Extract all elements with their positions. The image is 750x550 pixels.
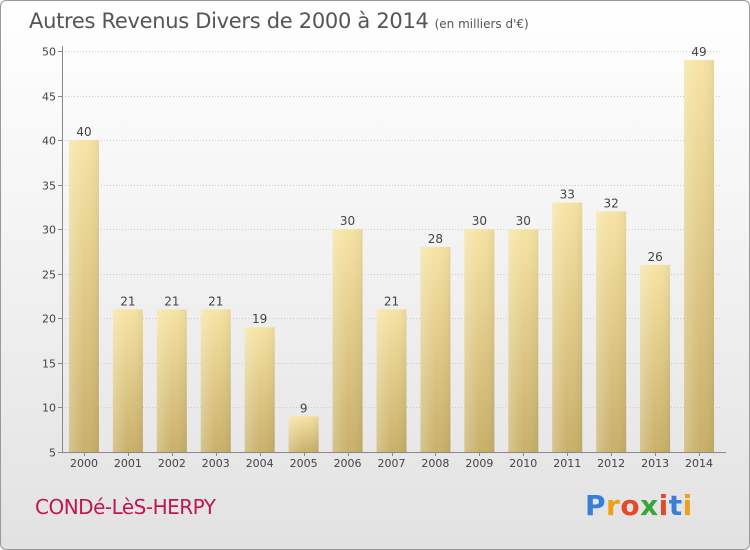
axis-layer: 5 10 15 20 25 30 35 40 45 50 xyxy=(42,46,726,460)
bar-shade xyxy=(508,229,539,452)
y-tick-label: 20 xyxy=(42,313,56,326)
chart-title: Autres Revenus Divers de 2000 à 2014 (en … xyxy=(29,9,529,33)
x-tick-label: 2002 xyxy=(158,457,186,470)
data-label: 30 xyxy=(472,214,487,228)
bar-shade xyxy=(332,229,363,452)
bar-shade xyxy=(420,247,451,452)
x-tick-label: 2004 xyxy=(246,457,274,470)
y-tick-label: 50 xyxy=(42,46,56,59)
logo-letter: x xyxy=(640,489,659,522)
data-label: 19 xyxy=(252,312,267,326)
bar-shade xyxy=(156,309,187,452)
data-label: 26 xyxy=(647,250,662,264)
x-tick-label: 2003 xyxy=(202,457,230,470)
bar-shade xyxy=(640,264,671,452)
y-tick-label: 30 xyxy=(42,224,56,237)
logo-letter: i xyxy=(682,489,693,522)
x-tick-label: 2012 xyxy=(597,457,625,470)
logo-letter: P xyxy=(585,489,607,522)
labels-layer: 2000 40 2001 21 2002 21 2003 21 2004 19 2005 9 2006 3… xyxy=(70,45,713,470)
bar-shade xyxy=(112,309,143,452)
logo-letter: t xyxy=(668,489,683,522)
data-label: 49 xyxy=(691,45,706,59)
y-tick-label: 5 xyxy=(49,447,56,460)
chart-unit-label: (en milliers d'€) xyxy=(434,17,529,31)
data-label: 30 xyxy=(516,214,531,228)
logo-letter: r xyxy=(606,489,621,522)
bar-shade xyxy=(464,229,495,452)
data-label: 28 xyxy=(428,232,443,246)
bar-shade xyxy=(684,59,715,453)
data-label: 40 xyxy=(76,125,91,139)
y-tick-label: 25 xyxy=(42,269,56,282)
y-tick-label: 35 xyxy=(42,180,56,193)
bar-shade xyxy=(552,202,583,452)
x-tick-label: 2013 xyxy=(641,457,669,470)
data-label: 33 xyxy=(560,187,575,201)
x-tick-label: 2011 xyxy=(553,457,581,470)
x-tick-label: 2005 xyxy=(290,457,318,470)
bars-layer xyxy=(68,59,715,453)
bar-shade xyxy=(376,309,407,452)
logo-letter: i xyxy=(658,489,669,522)
bar-shade xyxy=(244,327,275,452)
commune-name: CONDé-LèS-HERPY xyxy=(35,495,216,519)
data-label: 9 xyxy=(300,401,308,415)
bar-shade xyxy=(288,416,319,452)
bar-shade xyxy=(68,140,99,452)
data-label: 32 xyxy=(604,196,619,210)
x-tick-label: 2000 xyxy=(70,457,98,470)
proxiti-logo: Proxiti xyxy=(585,489,693,522)
x-tick-label: 2007 xyxy=(378,457,406,470)
y-tick-label: 45 xyxy=(42,91,56,104)
data-label: 21 xyxy=(384,294,399,308)
x-tick-label: 2006 xyxy=(334,457,362,470)
data-label: 21 xyxy=(164,294,179,308)
data-label: 21 xyxy=(120,294,135,308)
data-label: 21 xyxy=(208,294,223,308)
x-tick-label: 2009 xyxy=(465,457,493,470)
y-tick-label: 15 xyxy=(42,358,56,371)
y-tick-label: 10 xyxy=(42,402,56,415)
logo-letter: o xyxy=(620,489,641,522)
x-tick-label: 2008 xyxy=(421,457,449,470)
x-tick-label: 2010 xyxy=(509,457,537,470)
bar-shade xyxy=(596,211,627,452)
data-label: 30 xyxy=(340,214,355,228)
x-tick-label: 2001 xyxy=(114,457,142,470)
chart-title-text: Autres Revenus Divers de 2000 à 2014 xyxy=(29,9,429,33)
x-tick-label: 2014 xyxy=(685,457,713,470)
bar-shade xyxy=(200,309,231,452)
y-tick-label: 40 xyxy=(42,135,56,148)
